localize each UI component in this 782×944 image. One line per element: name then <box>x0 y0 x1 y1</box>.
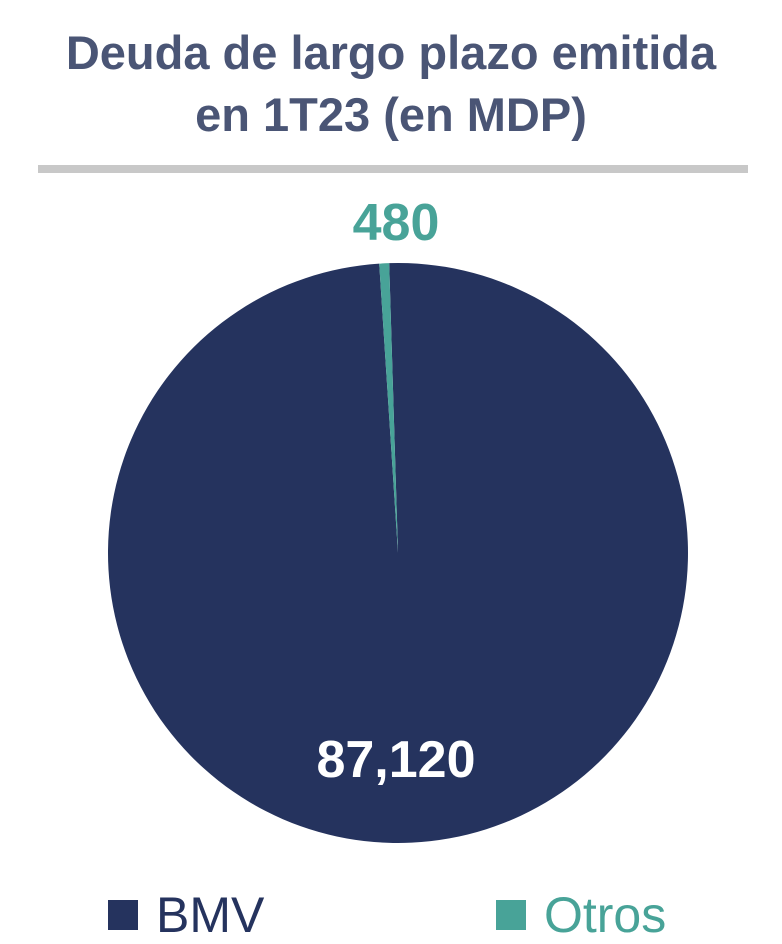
legend-swatch-bmv <box>108 900 138 930</box>
legend-item-bmv: BMV <box>108 886 264 944</box>
legend-swatch-otros <box>496 900 526 930</box>
chart-title-line-1: Deuda de largo plazo emitida <box>65 26 717 79</box>
chart-title-line-2: en 1T23 (en MDP) <box>195 88 587 141</box>
title-divider <box>38 165 748 173</box>
pie-chart: 87,120 480 <box>107 194 688 843</box>
pie-slice-otros <box>379 263 398 553</box>
data-label-otros: 480 <box>353 194 440 252</box>
legend-label-bmv: BMV <box>156 887 265 943</box>
data-label-bmv: 87,120 <box>316 731 475 789</box>
pie-slice-bmv <box>107 263 688 843</box>
legend-label-otros: Otros <box>544 887 667 943</box>
legend-item-otros: Otros <box>496 886 666 944</box>
chart-legend: BMV Otros <box>0 886 782 944</box>
chart-title: Deuda de largo plazo emitida en 1T23 (en… <box>0 22 782 146</box>
